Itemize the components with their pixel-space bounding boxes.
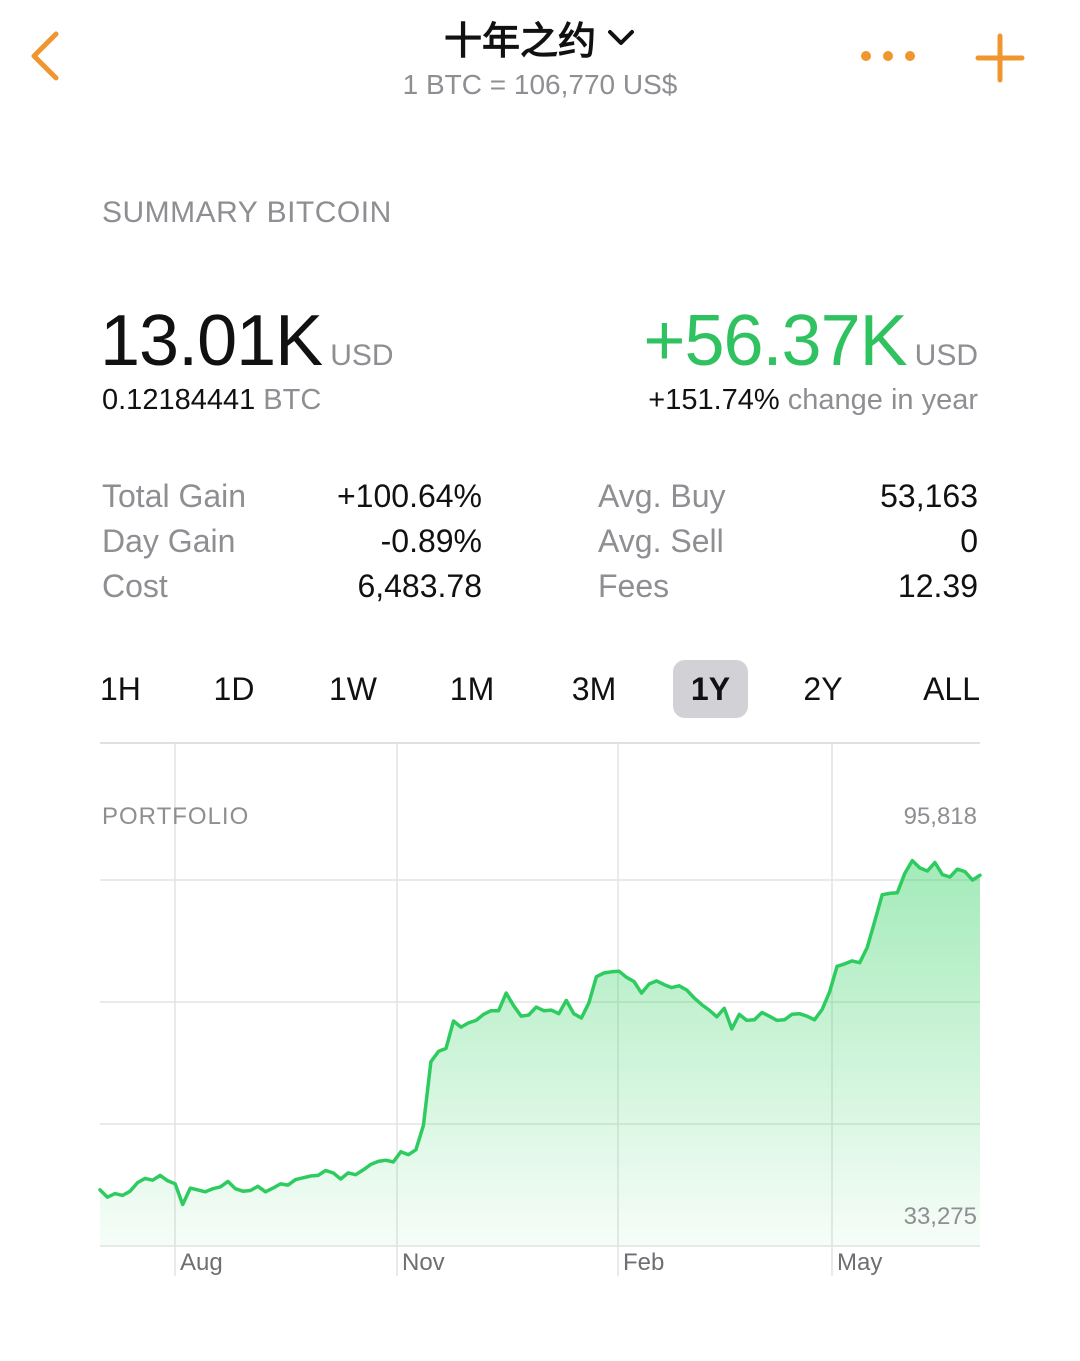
stat-row-cost: Cost 6,483.78: [102, 568, 482, 613]
stat-row-avg-buy: Avg. Buy 53,163: [598, 478, 978, 523]
chart-area-fill: [100, 860, 980, 1246]
more-button[interactable]: [856, 36, 920, 76]
stat-label: Avg. Sell: [598, 523, 724, 559]
year-gain-unit: USD: [914, 339, 978, 372]
plus-icon: [975, 33, 1025, 83]
year-change-pct: +151.74%: [648, 384, 780, 416]
x-tick-label-may: May: [837, 1249, 882, 1276]
portfolio-value-unit: USD: [330, 339, 394, 372]
stat-row-day-gain: Day Gain -0.89%: [102, 523, 482, 568]
chevron-down-icon: [608, 29, 634, 45]
chart-title: PORTFOLIO: [102, 803, 249, 830]
header-title-block: 十年之约 1 BTC = 106,770 US$: [0, 10, 1080, 101]
range-all[interactable]: ALL: [923, 671, 980, 707]
range-1w[interactable]: 1W: [329, 671, 377, 707]
ellipsis-icon: [861, 51, 915, 61]
range-3m[interactable]: 3M: [571, 671, 617, 707]
section-title: SUMMARY BITCOIN: [102, 196, 392, 229]
stat-label: Fees: [598, 568, 670, 604]
stat-row-avg-sell: Avg. Sell 0: [598, 523, 978, 568]
range-1m[interactable]: 1M: [449, 671, 495, 707]
range-selector: 1H 1D 1W 1M 3M 1Y 2Y ALL: [100, 660, 980, 720]
stat-value: +100.64%: [336, 478, 482, 514]
year-change: +151.74% change in year: [648, 384, 978, 417]
year-gain-amount: +56.37K: [643, 301, 907, 381]
stat-label: Total Gain: [102, 478, 247, 514]
stat-label: Avg. Buy: [598, 478, 726, 514]
stat-row-fees: Fees 12.39: [598, 568, 978, 613]
back-button[interactable]: [22, 26, 78, 86]
stat-row-total-gain: Total Gain +100.64%: [102, 478, 482, 523]
stats-left: Total Gain +100.64% Day Gain -0.89% Cost…: [102, 478, 482, 613]
btc-unit: BTC: [263, 384, 322, 416]
year-change-label: change in year: [787, 384, 978, 416]
portfolio-selector[interactable]: 十年之约: [444, 10, 636, 65]
portfolio-value-amount: 13.01K: [100, 301, 323, 381]
range-1d[interactable]: 1D: [213, 671, 255, 707]
range-1h[interactable]: 1H: [100, 671, 141, 707]
range-1y[interactable]: 1Y: [673, 660, 748, 718]
stat-value: -0.89%: [380, 523, 482, 559]
year-gain: +56.37K USD: [643, 300, 978, 382]
stats-right: Avg. Buy 53,163 Avg. Sell 0 Fees 12.39: [598, 478, 978, 613]
stat-label: Cost: [102, 568, 168, 604]
page-title: 十年之约: [443, 19, 596, 63]
x-tick-label-nov: Nov: [402, 1249, 445, 1276]
chevron-left-icon: [31, 31, 59, 81]
stat-value: 53,163: [880, 478, 978, 514]
stat-value: 6,483.78: [357, 568, 482, 604]
btc-price: 1 BTC = 106,770 US$: [402, 69, 678, 100]
portfolio-value: 13.01K USD: [100, 300, 394, 382]
x-tick-label-aug: Aug: [180, 1249, 223, 1276]
btc-amount: 0.12184441: [102, 384, 256, 416]
stat-value: 12.39: [897, 568, 978, 604]
portfolio-chart[interactable]: PORTFOLIO 95,818 33,275 Aug Nov Feb May: [0, 740, 1080, 1300]
range-2y[interactable]: 2Y: [803, 671, 843, 707]
add-button[interactable]: [972, 30, 1028, 86]
chart-series-line: [98, 858, 982, 1207]
y-min-label: 33,275: [904, 1203, 977, 1230]
x-tick-label-feb: Feb: [623, 1249, 664, 1276]
btc-holding: 0.12184441 BTC: [102, 384, 321, 417]
y-max-label: 95,818: [904, 803, 977, 830]
stat-label: Day Gain: [102, 523, 236, 559]
stat-value: 0: [960, 523, 978, 559]
